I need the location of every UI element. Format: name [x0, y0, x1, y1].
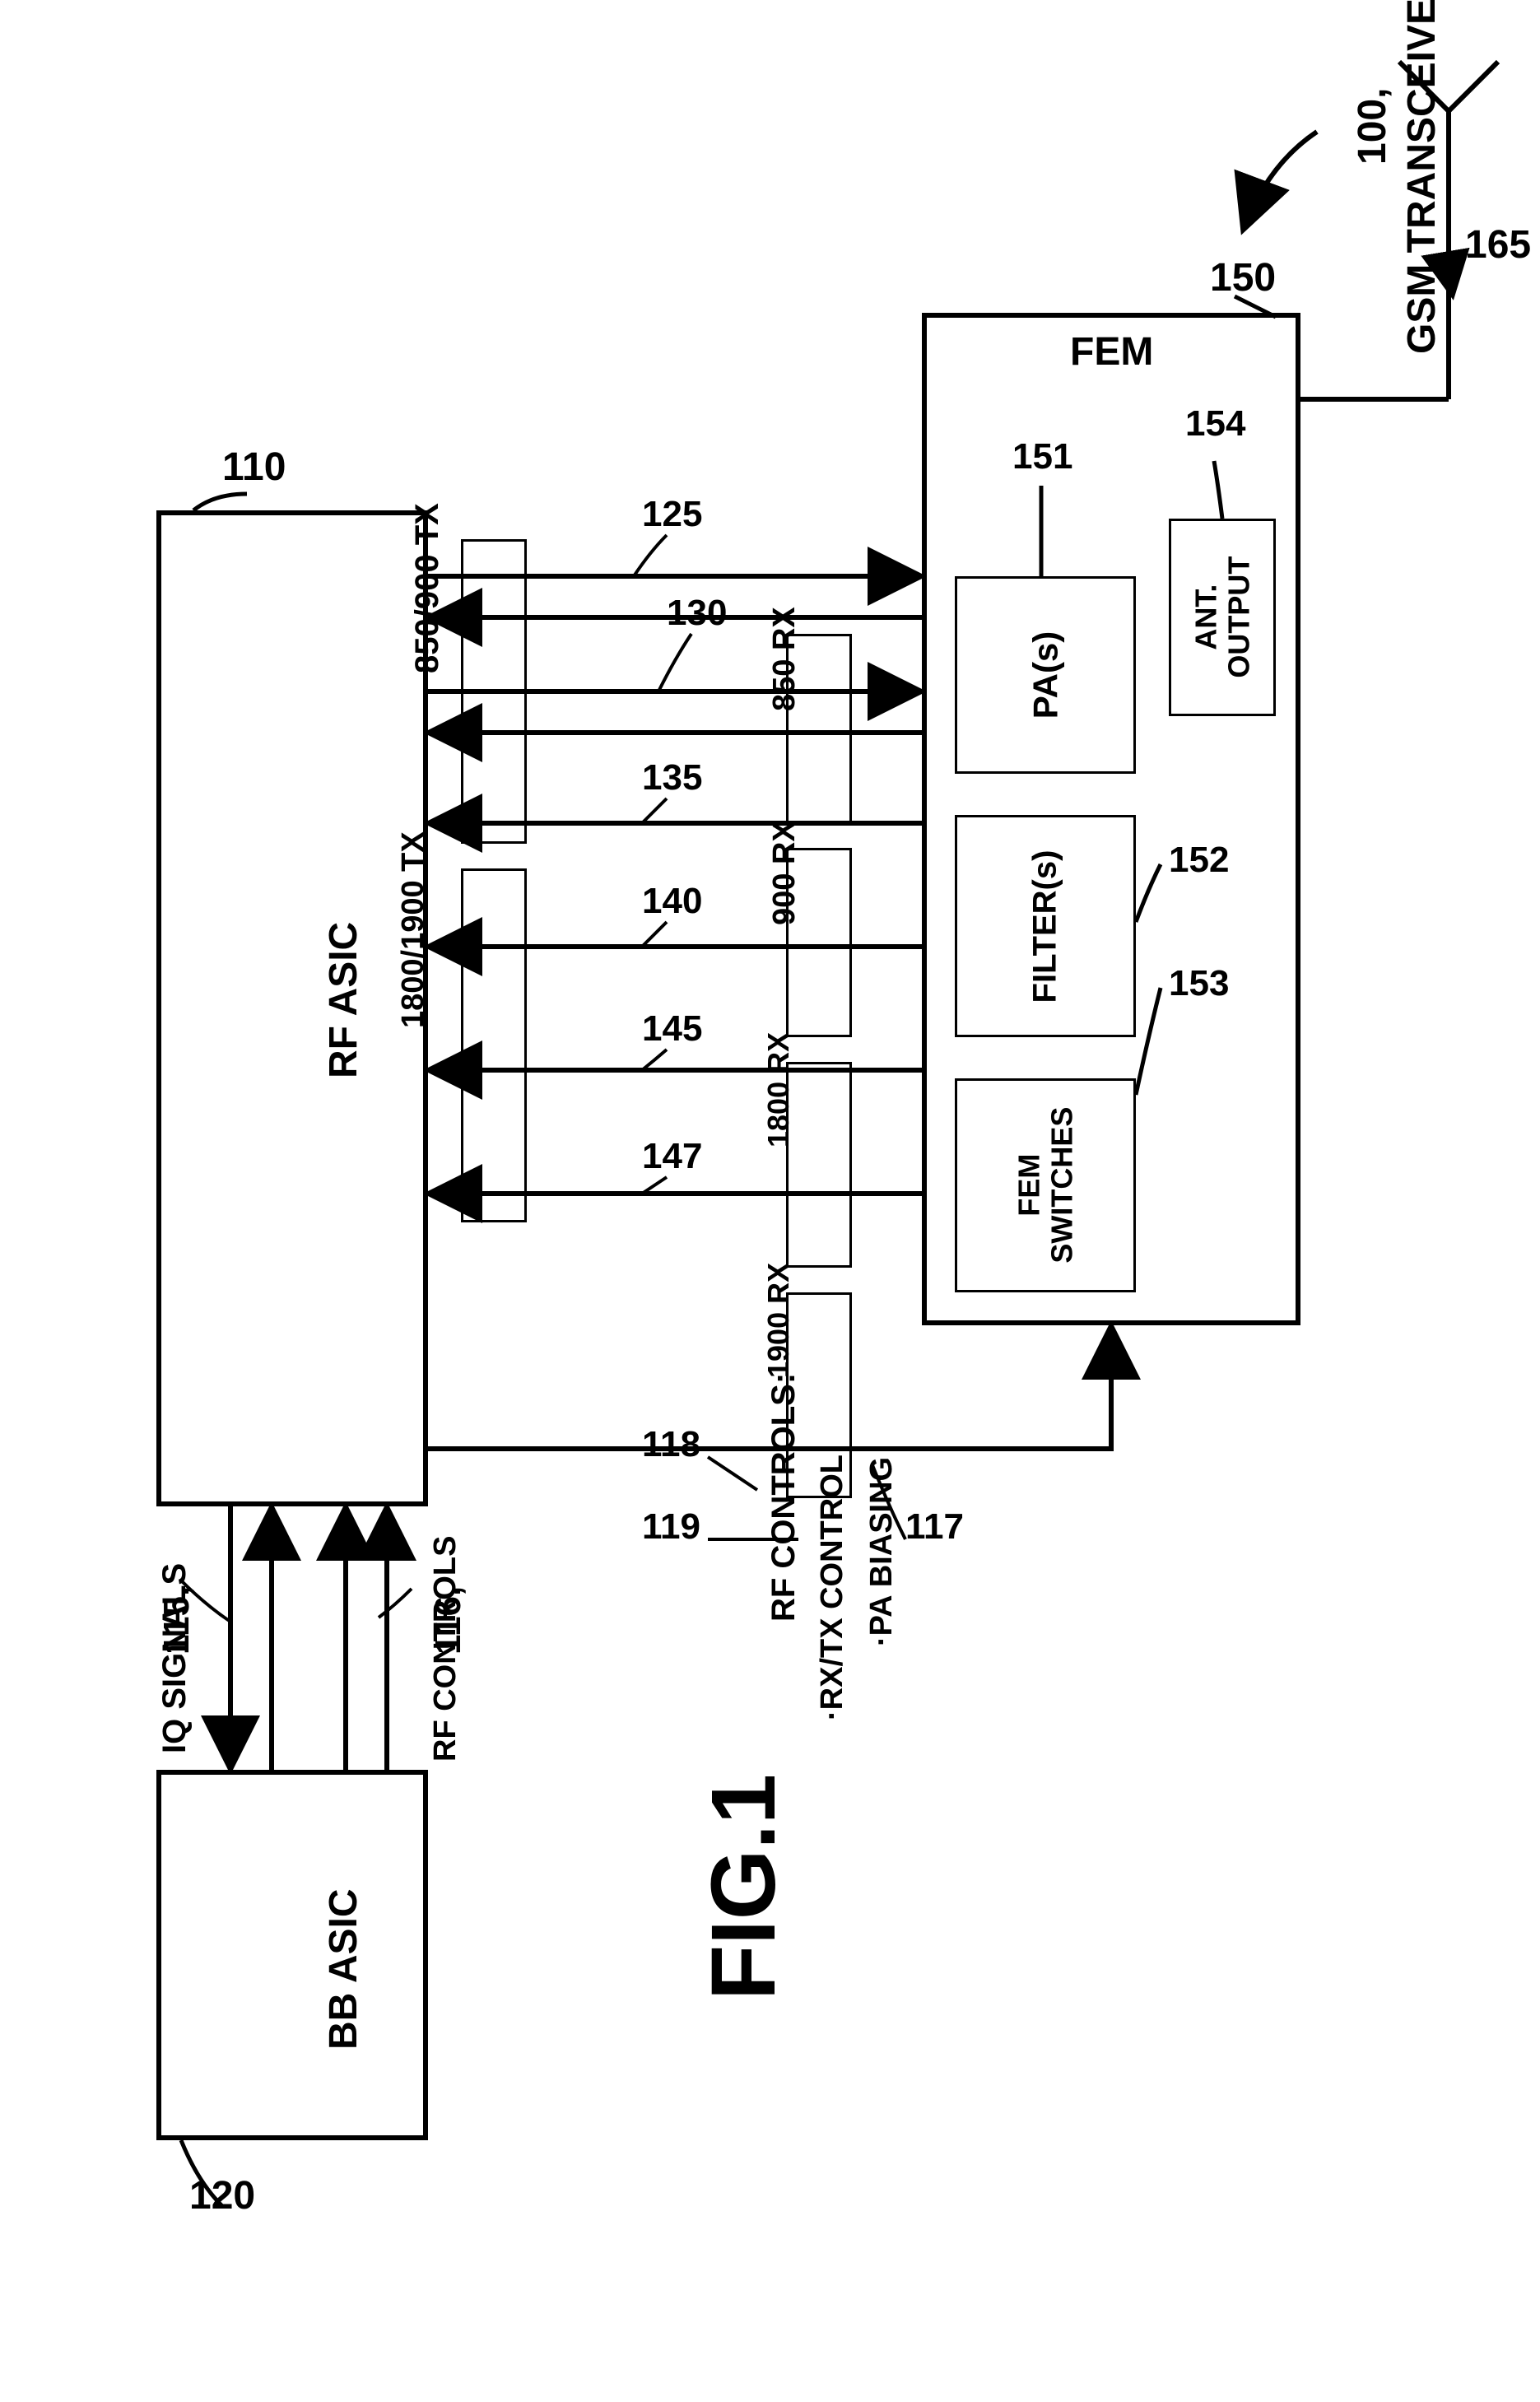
ref-145: 145	[642, 1008, 702, 1050]
title-text: GSM TRANSCEIVER	[1399, 0, 1445, 354]
title-ref: 100,	[1350, 88, 1395, 165]
rx-850-label: 850 RX	[767, 607, 803, 711]
rx-900-label: 900 RX	[767, 821, 803, 925]
ref-147: 147	[642, 1136, 702, 1177]
rfctrl-bb-label: RF CONTROLS	[428, 1536, 463, 1762]
switches-block: FEMSWITCHES	[955, 1078, 1136, 1292]
switches-ref: 153	[1169, 963, 1229, 1004]
rx-900-box: 900 RX	[786, 848, 852, 1037]
ref-130: 130	[667, 593, 727, 634]
fem-ref: 150	[1210, 255, 1276, 300]
diagram-canvas: RF ASIC 110 BB ASIC 120 FEM 150 PA(s) 15…	[0, 0, 1540, 2402]
rf-asic-ref: 110	[222, 445, 286, 490]
pa-ref: 151	[1012, 436, 1072, 477]
tx-high-label: 1800/1900 TX	[396, 831, 431, 1028]
bb-asic-ref: 120	[189, 2173, 255, 2218]
antenna-ref: 165	[1465, 222, 1531, 268]
rx-1800-box: 1800 RX	[786, 1062, 852, 1268]
filter-ref: 152	[1169, 840, 1229, 881]
ref-118: 118	[642, 1424, 700, 1465]
ref-135: 135	[642, 757, 702, 798]
bb-asic-label: BB ASIC	[321, 1888, 366, 2050]
filter-label: FILTER(s)	[1027, 850, 1064, 1003]
rx-1800-label: 1800 RX	[761, 1032, 796, 1147]
pa-label: PA(s)	[1026, 631, 1065, 719]
rx-850-box: 850 RX	[786, 634, 852, 823]
fem-label: FEM	[1070, 329, 1153, 375]
ref-140: 140	[642, 881, 702, 922]
figure-label: FIG.1	[691, 1774, 796, 2000]
pa-block: PA(s)	[955, 576, 1136, 774]
tx-low-label: 850/900 TX	[409, 503, 446, 673]
rfctrl-fem-item1: ·PA BIASING	[864, 1457, 900, 1646]
switches-label: FEMSWITCHES	[1012, 1107, 1077, 1264]
rf-asic-label: RF ASIC	[321, 922, 366, 1078]
filter-block: FILTER(s)	[955, 815, 1136, 1037]
rf-asic-block	[156, 510, 428, 1506]
iq-label: IQ SIGNALS	[156, 1563, 193, 1753]
tx-high-box: 1800/1900 TX	[461, 868, 527, 1222]
tx-low-box: 850/900 TX	[461, 539, 527, 844]
ref-117: 117	[905, 1506, 964, 1548]
bb-asic-block	[156, 1770, 428, 2140]
rfctrl-fem-item0: ·RX/TX CONTROL	[815, 1455, 850, 1720]
rfctrl-fem-title: RF CONTROLS:	[765, 1373, 803, 1622]
ant-output-block: ANT.OUTPUT	[1169, 519, 1276, 716]
rx-1900-label: 1900 RX	[761, 1263, 796, 1378]
ref-119: 119	[642, 1506, 700, 1548]
ant-output-label: ANT.OUTPUT	[1189, 556, 1254, 678]
ref-125: 125	[642, 494, 702, 535]
ant-output-ref: 154	[1185, 403, 1245, 445]
